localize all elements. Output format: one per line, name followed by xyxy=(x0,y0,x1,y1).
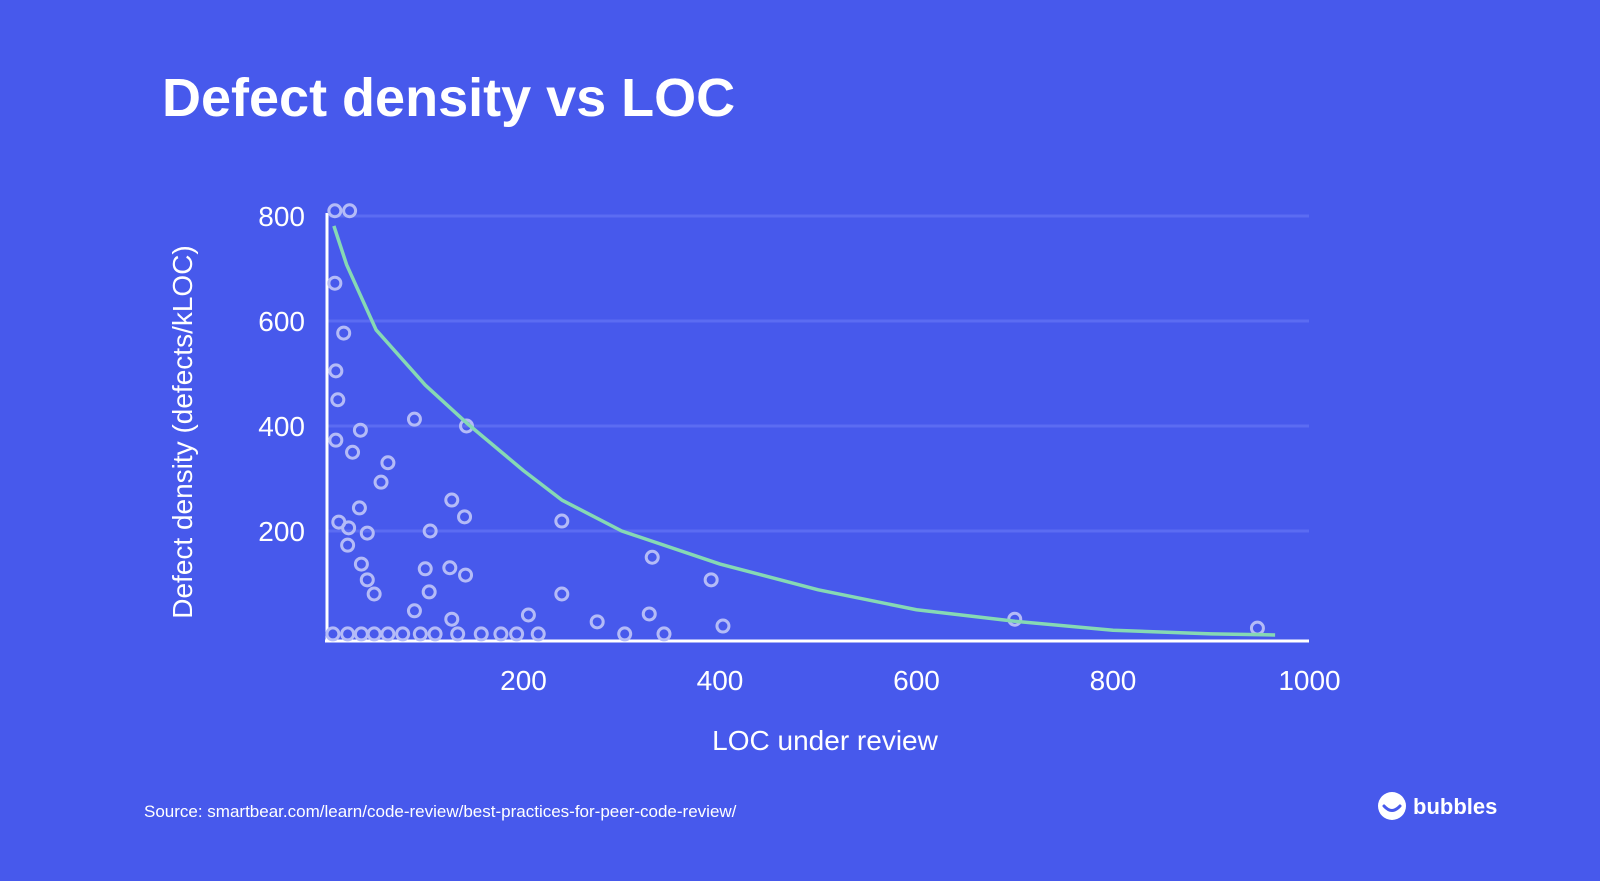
data-point xyxy=(340,537,356,553)
chart-title: Defect density vs LOC xyxy=(162,68,735,128)
data-point xyxy=(450,626,466,642)
data-point xyxy=(353,556,369,572)
data-point xyxy=(641,606,657,622)
data-point xyxy=(457,509,473,525)
data-point xyxy=(352,422,368,438)
data-point xyxy=(530,626,546,642)
data-point xyxy=(340,626,356,642)
data-point xyxy=(353,626,369,642)
data-point xyxy=(520,607,536,623)
y-tick-label: 800 xyxy=(258,201,305,232)
data-point xyxy=(554,586,570,602)
y-tick-label: 600 xyxy=(258,306,305,337)
y-axis-label: Defect density (defects/kLOC) xyxy=(167,245,198,618)
data-point xyxy=(1249,620,1265,636)
logo-icon xyxy=(1378,792,1406,820)
data-point xyxy=(554,513,570,529)
data-point xyxy=(345,444,361,460)
y-tick-label: 200 xyxy=(258,516,305,547)
logo-smile xyxy=(1382,804,1402,812)
x-tick-label: 1000 xyxy=(1278,665,1340,696)
data-point xyxy=(327,275,343,291)
data-point xyxy=(341,520,357,536)
x-tick-label: 800 xyxy=(1090,665,1137,696)
data-point xyxy=(427,626,443,642)
data-point xyxy=(493,626,509,642)
grid xyxy=(327,214,1309,533)
data-point xyxy=(327,203,343,219)
data-point xyxy=(328,363,344,379)
data-point xyxy=(366,586,382,602)
data-point xyxy=(325,626,341,642)
data-point xyxy=(656,626,672,642)
data-point xyxy=(328,432,344,448)
data-point xyxy=(373,474,389,490)
data-point xyxy=(715,618,731,634)
data-point xyxy=(644,549,660,565)
data-point xyxy=(421,584,437,600)
data-point xyxy=(336,325,352,341)
data-point xyxy=(617,626,633,642)
x-axis-label: LOC under review xyxy=(712,725,938,756)
trend-line xyxy=(332,225,1276,637)
data-point xyxy=(703,572,719,588)
data-point xyxy=(342,203,358,219)
data-point xyxy=(422,523,438,539)
x-tick-label: 400 xyxy=(697,665,744,696)
data-point xyxy=(406,411,422,427)
data-point xyxy=(442,560,458,576)
data-point xyxy=(444,492,460,508)
data-point xyxy=(444,611,460,627)
x-tick-label: 600 xyxy=(893,665,940,696)
x-tick-label: 200 xyxy=(500,665,547,696)
data-point xyxy=(330,392,346,408)
brand-logo: bubbles xyxy=(1378,792,1497,820)
data-point xyxy=(359,525,375,541)
data-point xyxy=(417,561,433,577)
data-point xyxy=(395,626,411,642)
source-note: Source: smartbear.com/learn/code-review/… xyxy=(144,802,737,821)
data-point xyxy=(406,603,422,619)
data-point xyxy=(589,614,605,630)
y-tick-label: 400 xyxy=(258,411,305,442)
brand-name: bubbles xyxy=(1413,794,1497,819)
data-point xyxy=(351,500,367,516)
data-point xyxy=(473,626,489,642)
data-point xyxy=(509,626,525,642)
data-point xyxy=(380,626,396,642)
data-point xyxy=(458,567,474,583)
data-point xyxy=(380,455,396,471)
data-point xyxy=(366,626,382,642)
data-point xyxy=(359,572,375,588)
data-point xyxy=(412,626,428,642)
